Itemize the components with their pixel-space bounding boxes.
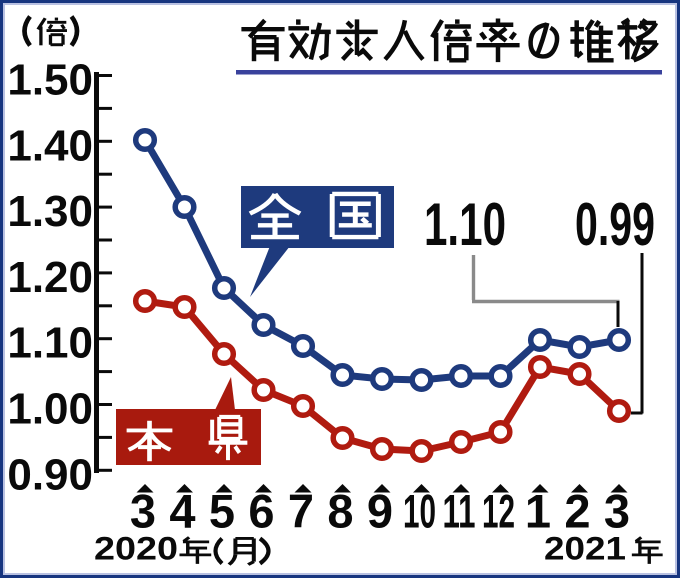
svg-text:2: 2: [564, 485, 590, 538]
svg-text:0.99: 0.99: [575, 191, 655, 258]
svg-text:11: 11: [443, 485, 476, 538]
svg-text:1.10: 1.10: [7, 319, 93, 368]
svg-text:1.30: 1.30: [7, 187, 93, 236]
svg-text:8: 8: [327, 485, 353, 538]
svg-text:2021: 2021: [544, 531, 626, 567]
svg-text:1.50: 1.50: [7, 56, 93, 105]
svg-text:0.90: 0.90: [7, 450, 93, 499]
svg-text:1: 1: [525, 485, 551, 538]
svg-text:7: 7: [288, 485, 314, 538]
svg-text:1.00: 1.00: [7, 385, 93, 434]
svg-text:1.40: 1.40: [7, 121, 93, 170]
svg-text:3: 3: [130, 485, 156, 538]
svg-text:1.20: 1.20: [7, 253, 93, 302]
svg-text:12: 12: [482, 485, 515, 538]
svg-text:4: 4: [169, 485, 195, 538]
svg-text:3: 3: [604, 485, 630, 538]
svg-text:2020: 2020: [94, 531, 178, 567]
svg-text:5: 5: [209, 485, 235, 538]
svg-text:10: 10: [403, 485, 436, 538]
svg-text:6: 6: [248, 485, 274, 538]
svg-text:1.10: 1.10: [424, 191, 506, 258]
svg-text:9: 9: [367, 485, 393, 538]
